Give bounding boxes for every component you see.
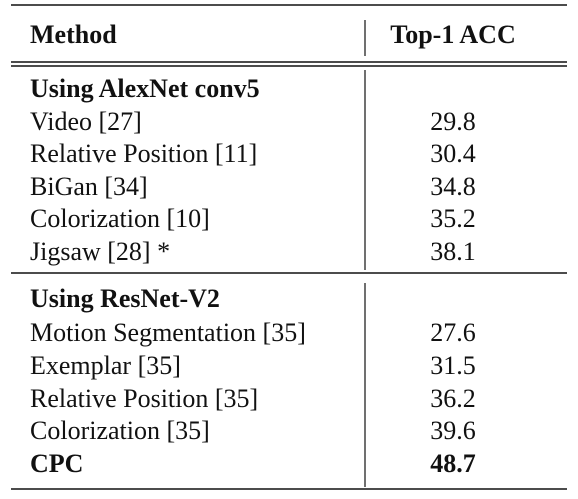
method: Motion Segmentation [35]: [30, 318, 306, 347]
accuracy: 36.2: [430, 384, 476, 413]
method: Jigsaw [28] *: [30, 237, 170, 266]
accuracy: 30.4: [430, 139, 476, 168]
accuracy: 35.2: [430, 204, 476, 233]
method: Exemplar [35]: [30, 351, 181, 380]
section-title: Using ResNet-V2: [30, 284, 220, 313]
accuracy: 38.1: [430, 237, 476, 266]
accuracy: 48.7: [430, 449, 476, 478]
method: Colorization [10]: [30, 204, 210, 233]
method: BiGan [34]: [30, 172, 148, 201]
accuracy: 34.8: [430, 172, 476, 201]
method: CPC: [30, 449, 83, 478]
method: Relative Position [11]: [30, 139, 257, 168]
accuracy: 31.5: [430, 351, 476, 380]
method: Colorization [35]: [30, 416, 210, 445]
method: Relative Position [35]: [30, 384, 258, 413]
accuracy: 27.6: [430, 318, 476, 347]
header-cell: Method: [30, 20, 117, 49]
method: Video [27]: [30, 107, 142, 136]
accuracy: 29.8: [430, 107, 476, 136]
accuracy: 39.6: [430, 416, 476, 445]
header-cell: Top-1 ACC: [390, 20, 515, 49]
section-title: Using AlexNet conv5: [30, 74, 260, 103]
